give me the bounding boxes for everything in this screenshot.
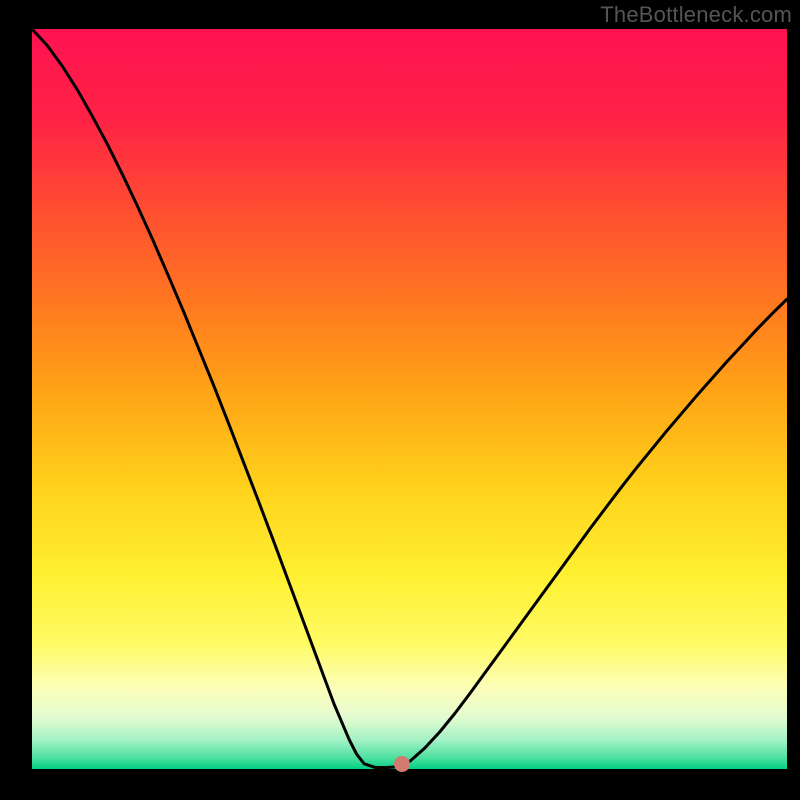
plot-area [32, 29, 787, 769]
optimal-point-marker [394, 756, 410, 772]
chart-container: TheBottleneck.com [0, 0, 800, 800]
bottleneck-curve [32, 29, 787, 769]
watermark-text: TheBottleneck.com [600, 2, 792, 28]
